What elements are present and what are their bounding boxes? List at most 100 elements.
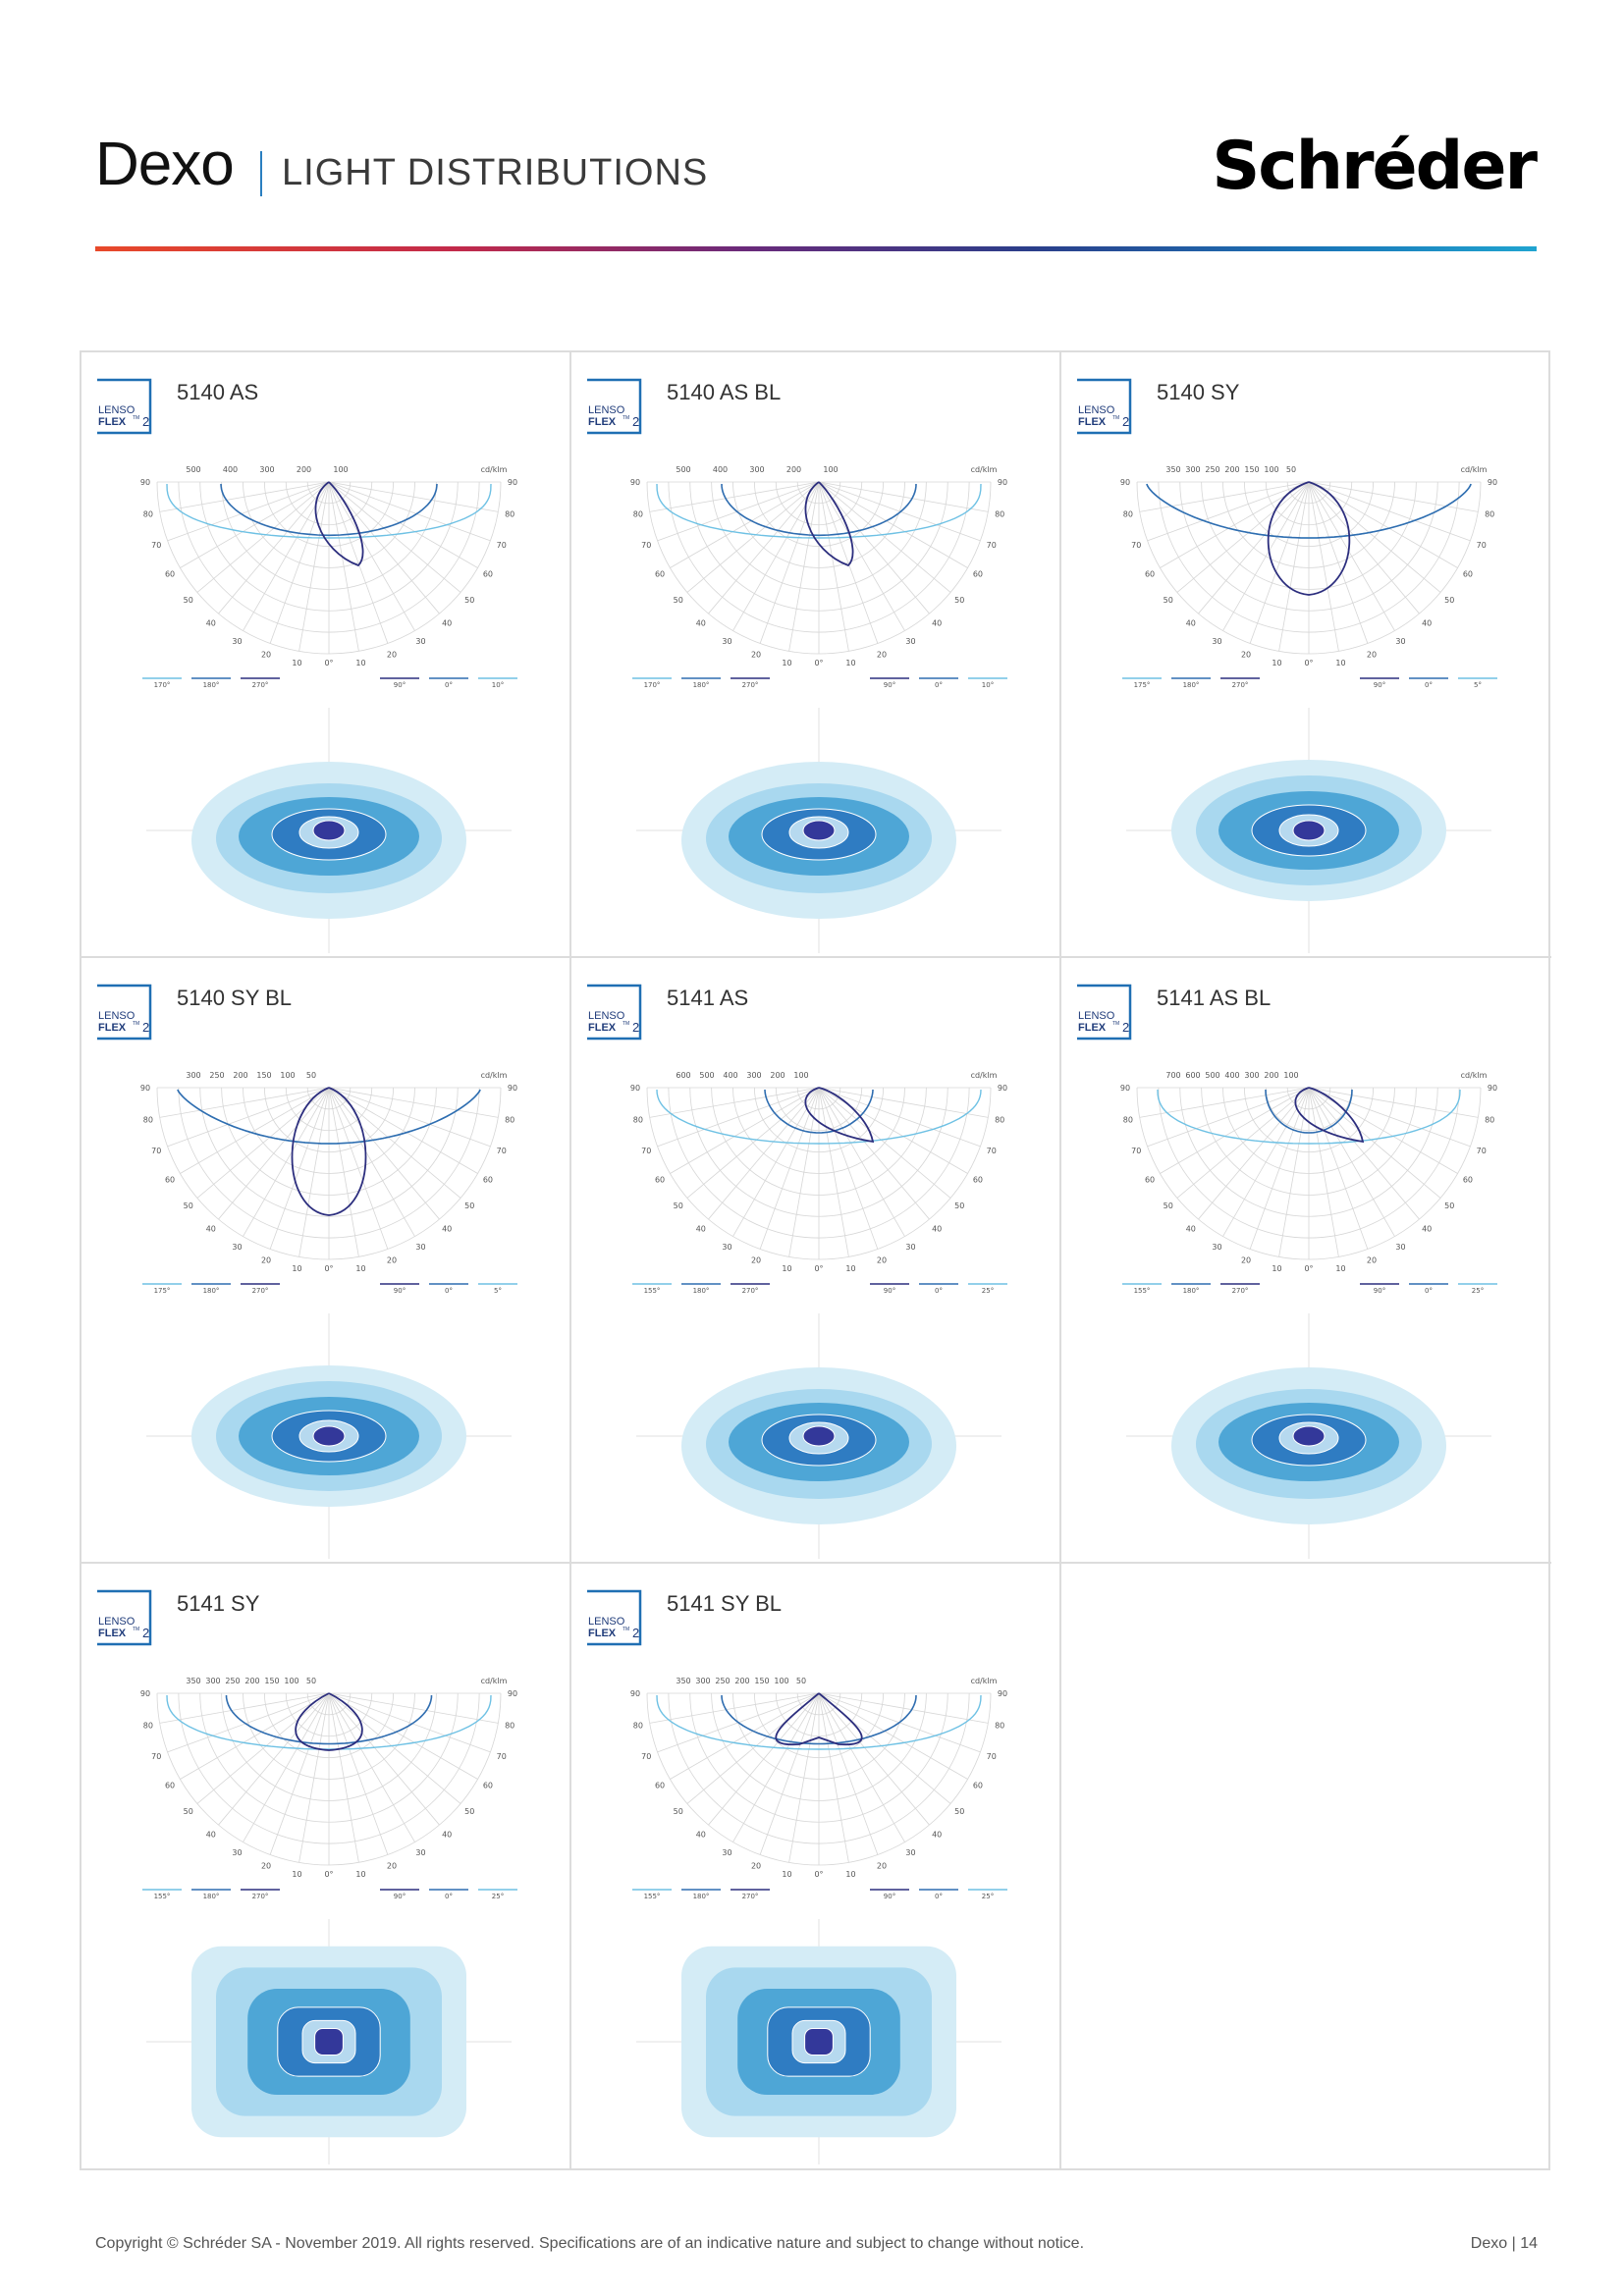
angle-label: 80 xyxy=(143,509,153,518)
intensity-curve xyxy=(764,1089,874,1134)
intensity-tick-label: 250 xyxy=(715,1677,730,1685)
intensity-tick-label: 500 xyxy=(186,465,200,474)
intensity-curve xyxy=(804,481,854,567)
angle-label: 10 xyxy=(355,1870,365,1879)
badge-text: FLEX xyxy=(588,1022,617,1034)
angle-label: 80 xyxy=(633,1115,643,1124)
intensity-curve xyxy=(1146,483,1472,539)
legend-label: 5° xyxy=(494,1287,502,1294)
polar-spoke xyxy=(1308,1087,1471,1148)
angle-label: 90 xyxy=(998,478,1007,487)
gradient-rule xyxy=(95,246,1537,251)
polar-spoke xyxy=(328,1692,415,1842)
angle-label: 60 xyxy=(483,570,493,579)
polar-spoke xyxy=(759,1087,820,1250)
intensity-tick-label: 200 xyxy=(297,465,311,474)
polar-spoke xyxy=(1308,481,1339,652)
angle-label: 30 xyxy=(722,1848,731,1857)
distribution-title: 5141 AS BL xyxy=(1157,986,1272,1010)
polar-spoke xyxy=(1160,1087,1310,1174)
legend-label: 180° xyxy=(203,1893,220,1899)
intensity-tick-label: 300 xyxy=(1244,1071,1259,1080)
angle-label: 70 xyxy=(1131,1147,1141,1155)
legend-label: 155° xyxy=(1134,1287,1151,1294)
angle-label: 70 xyxy=(497,541,507,550)
intensity-tick-label: 250 xyxy=(225,1677,240,1685)
polar-spoke xyxy=(759,481,820,644)
polar-spoke xyxy=(788,1692,820,1863)
intensity-tick-label: 400 xyxy=(723,1071,737,1080)
angle-label: 70 xyxy=(151,541,161,550)
legend-label: 180° xyxy=(693,1287,710,1294)
angle-label: 30 xyxy=(905,637,915,646)
angle-label: 40 xyxy=(932,618,942,627)
angle-label: 70 xyxy=(1131,541,1141,550)
badge-frame xyxy=(97,1589,152,1646)
legend-label: 180° xyxy=(203,1287,220,1294)
polar-spoke xyxy=(649,1692,820,1724)
polar-spoke xyxy=(1308,481,1395,631)
badge-text: LENSO xyxy=(1078,404,1115,416)
polar-spoke xyxy=(328,481,499,512)
angle-label: 90 xyxy=(630,1084,640,1093)
intensity-tick-label: 100 xyxy=(1283,1071,1298,1080)
angle-label: 80 xyxy=(1123,1115,1133,1124)
legend-label: 0° xyxy=(1425,681,1433,688)
angle-label: 50 xyxy=(954,1201,964,1210)
angle-label: 30 xyxy=(722,637,731,646)
angle-label: 10 xyxy=(845,1264,855,1273)
angle-label: 10 xyxy=(845,659,855,667)
polar-spoke xyxy=(269,1692,330,1855)
angle-label: 20 xyxy=(877,651,887,660)
unit-label: cd/klm xyxy=(1461,465,1488,474)
isolux-contour xyxy=(802,1425,836,1447)
intensity-tick-label: 300 xyxy=(259,465,274,474)
angle-label: 90 xyxy=(508,1689,517,1698)
legend-label: 25° xyxy=(982,1287,994,1294)
angle-label: 50 xyxy=(674,1201,683,1210)
legend-label: 0° xyxy=(445,1893,453,1899)
polar-spoke xyxy=(1176,1087,1310,1199)
polar-spoke xyxy=(328,1692,440,1826)
polar-spoke xyxy=(818,1692,905,1842)
polar-spoke xyxy=(670,1692,820,1780)
intensity-tick-label: 300 xyxy=(205,1677,220,1685)
intensity-tick-label: 350 xyxy=(676,1677,690,1685)
legend-label: 25° xyxy=(982,1893,994,1899)
intensity-tick-label: 200 xyxy=(233,1071,247,1080)
badge-text: TM xyxy=(623,415,629,421)
angle-label: 80 xyxy=(1485,1115,1494,1124)
angle-label: 40 xyxy=(1422,618,1432,627)
angle-label: 90 xyxy=(630,478,640,487)
polar-spoke xyxy=(708,1087,820,1220)
polar-spoke xyxy=(1308,1087,1479,1118)
polar-spoke xyxy=(196,1692,330,1804)
polar-spoke xyxy=(732,1087,820,1237)
empty-card xyxy=(1061,1564,1551,2169)
polar-spoke xyxy=(818,481,849,652)
legend-label: 90° xyxy=(884,681,895,688)
angle-label: 60 xyxy=(655,1782,665,1790)
isolux-diagram xyxy=(636,708,1001,953)
badge-frame xyxy=(587,1589,642,1646)
polar-spoke xyxy=(818,481,930,614)
angle-label: 30 xyxy=(1395,637,1405,646)
legend-label: 270° xyxy=(1232,1287,1249,1294)
angle-label: 70 xyxy=(151,1752,161,1761)
angle-label: 40 xyxy=(932,1830,942,1839)
intensity-tick-label: 500 xyxy=(1205,1071,1219,1080)
angle-label: 10 xyxy=(782,659,791,667)
intensity-tick-label: 50 xyxy=(306,1071,316,1080)
badge-text: FLEX xyxy=(98,416,127,428)
polar-spoke xyxy=(818,1087,968,1174)
angle-label: 80 xyxy=(995,1115,1004,1124)
legend-label: 90° xyxy=(394,681,406,688)
distribution-card: LENSO FLEX 2 TM 5141 SY 350 300 250 200 150 100 50 c… xyxy=(81,1564,571,2169)
angle-label: 30 xyxy=(1212,637,1221,646)
legend-label: 10° xyxy=(982,681,994,688)
angle-label: 90 xyxy=(998,1084,1007,1093)
